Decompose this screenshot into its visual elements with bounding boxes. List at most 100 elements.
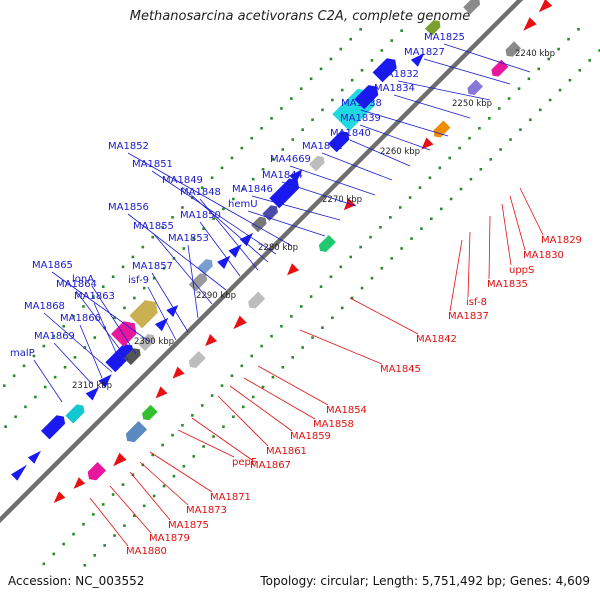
tick-dot xyxy=(400,29,403,32)
tick-dot xyxy=(300,305,303,308)
gene-feature[interactable] xyxy=(248,292,265,309)
tick-dot xyxy=(153,495,156,498)
plus-gene-label: MA1834 xyxy=(374,83,415,94)
tick-dot xyxy=(529,118,532,121)
plus-gene-label: MA1852 xyxy=(108,141,149,152)
tick-dot xyxy=(34,396,37,399)
gene-feature[interactable] xyxy=(205,334,217,346)
tick-dot xyxy=(103,544,106,547)
tick-dot xyxy=(252,396,255,399)
minus-gene-leader xyxy=(502,204,511,265)
tick-dot xyxy=(181,206,184,209)
tick-dot xyxy=(163,485,166,488)
gene-feature[interactable] xyxy=(41,415,65,439)
plus-gene-label: MA1839 xyxy=(340,113,381,124)
ruler-tick-label: 2310 kbp xyxy=(72,381,112,391)
gene-feature[interactable] xyxy=(197,259,213,275)
minus-gene-leader xyxy=(178,430,234,457)
gene-feature[interactable] xyxy=(539,0,553,12)
tick-dot xyxy=(579,69,582,72)
gene-feature[interactable] xyxy=(156,386,168,398)
tick-dot xyxy=(351,79,354,82)
tick-dot xyxy=(161,444,164,447)
tick-dot xyxy=(290,315,293,318)
tick-dot xyxy=(559,89,562,92)
gene-feature[interactable] xyxy=(126,421,147,442)
plus-gene-label: MA1844 xyxy=(262,170,303,181)
plus-gene-leader xyxy=(322,153,392,180)
tick-dot xyxy=(93,336,96,339)
gene-feature[interactable] xyxy=(467,80,483,96)
gene-feature[interactable] xyxy=(155,318,168,331)
gene-feature[interactable] xyxy=(434,121,451,138)
gene-feature[interactable] xyxy=(74,477,86,489)
tick-dot xyxy=(183,247,186,250)
tick-dot xyxy=(349,256,352,259)
gene-feature[interactable] xyxy=(173,367,185,379)
tick-dot xyxy=(82,523,85,526)
gene-feature[interactable] xyxy=(309,156,325,172)
gene-feature[interactable] xyxy=(287,263,299,275)
gene-feature[interactable] xyxy=(88,462,106,480)
plus-gene-leader xyxy=(34,360,62,402)
gene-feature[interactable] xyxy=(523,17,536,31)
tick-dot xyxy=(143,287,146,290)
tick-dot xyxy=(92,513,95,516)
tick-dot xyxy=(52,553,55,556)
minus-gene-leader xyxy=(258,366,328,405)
tick-dot xyxy=(260,127,263,130)
gene-feature[interactable] xyxy=(463,0,480,14)
gene-feature[interactable] xyxy=(65,404,84,423)
gene-feature[interactable] xyxy=(54,491,66,503)
tick-dot xyxy=(72,533,75,536)
gene-feature[interactable] xyxy=(233,316,247,330)
plus-gene-label: MA4669 xyxy=(270,154,311,165)
gene-feature[interactable] xyxy=(319,235,336,252)
minus-gene-label: MA1842 xyxy=(416,334,457,345)
ruler-tick-label: 2280 kbp xyxy=(258,243,298,253)
minus-gene-leader xyxy=(300,330,382,364)
plus-gene-label: MA1841 xyxy=(302,141,343,152)
plus-gene-label: MA1864 xyxy=(56,279,97,290)
tick-dot xyxy=(74,356,77,359)
tick-dot xyxy=(231,374,234,377)
gene-feature[interactable] xyxy=(142,405,158,421)
tick-dot xyxy=(379,226,382,229)
tick-dot xyxy=(341,307,344,310)
tick-dot xyxy=(539,109,542,112)
ruler-tick-label: 2270 kbp xyxy=(322,195,362,205)
tick-dot xyxy=(270,117,273,120)
gene-feature[interactable] xyxy=(217,256,230,270)
tick-dot xyxy=(122,266,125,269)
plus-gene-label: MA1850 xyxy=(180,210,221,221)
gene-feature[interactable] xyxy=(189,351,206,368)
gene-feature[interactable] xyxy=(113,453,127,467)
tick-dot xyxy=(250,355,253,358)
gene-feature[interactable] xyxy=(28,451,41,464)
tick-dot xyxy=(43,563,46,566)
plus-gene-label: MA1848 xyxy=(180,187,221,198)
tick-dot xyxy=(112,275,115,278)
tick-dot xyxy=(211,394,214,397)
minus-gene-leader xyxy=(110,486,151,533)
plus-gene-label: MA1856 xyxy=(108,202,149,213)
plus-gene-label: MA1832 xyxy=(378,69,419,80)
gene-feature[interactable] xyxy=(11,465,27,481)
tick-dot xyxy=(498,107,501,110)
tick-dot xyxy=(577,28,580,31)
tick-dot xyxy=(221,384,224,387)
tick-dot xyxy=(458,147,461,150)
minus-gene-label: MA1858 xyxy=(313,419,354,430)
minus-gene-label: MA1873 xyxy=(186,505,227,516)
tick-dot xyxy=(43,345,46,348)
gene-feature[interactable] xyxy=(189,273,207,291)
plus-gene-label: MA1849 xyxy=(162,175,203,186)
minus-gene-leader xyxy=(450,240,462,311)
plus-gene-label: MA1838 xyxy=(341,98,382,109)
tick-dot xyxy=(301,128,304,131)
tick-dot xyxy=(242,406,245,409)
genome-map[interactable]: 2240 kbp2250 kbp2260 kbp2270 kbp2280 kbp… xyxy=(0,0,600,600)
tick-dot xyxy=(93,554,96,557)
minus-gene-label: MA1871 xyxy=(210,492,251,503)
tick-dot xyxy=(282,148,285,151)
